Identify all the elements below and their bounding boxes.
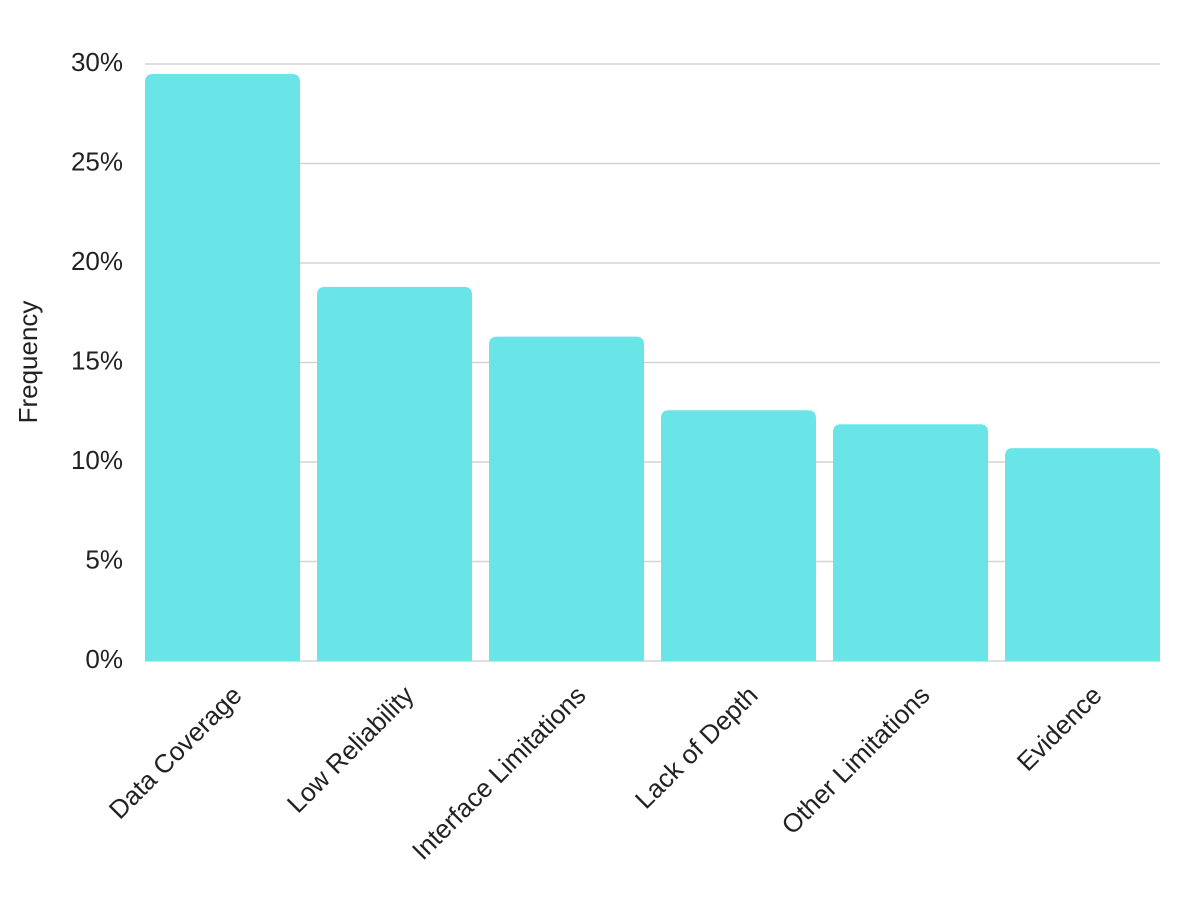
bar [145,73,300,661]
y-tick-label: 15% [71,345,123,375]
bar [1005,448,1160,661]
bar [489,336,644,661]
y-tick-label: 25% [71,146,123,176]
y-axis-label: Frequency [13,301,43,424]
bar [317,286,472,661]
x-tick-label: Low Reliability [281,680,420,819]
x-tick-label: Evidence [1011,680,1108,777]
bar [833,424,988,661]
x-tick-label: Lack of Depth [629,680,764,815]
x-tick-label: Data Coverage [103,680,248,825]
x-tick-label: Interface Limitations [406,680,592,866]
bar [661,410,816,661]
x-tick-label: Other Limitations [775,680,935,840]
y-tick-label: 5% [85,544,123,574]
y-tick-label: 0% [85,644,123,674]
y-tick-label: 20% [71,246,123,276]
y-tick-label: 30% [71,47,123,77]
y-tick-label: 10% [71,445,123,475]
